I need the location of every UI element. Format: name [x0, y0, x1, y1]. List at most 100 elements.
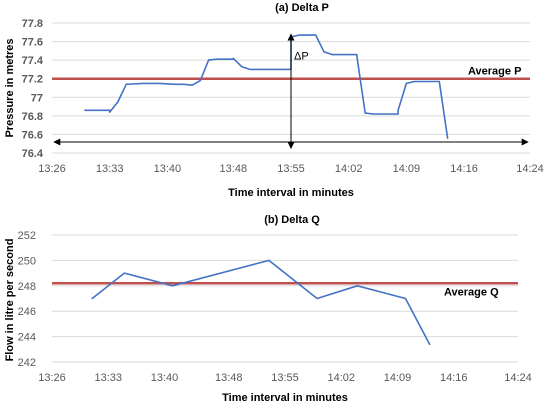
y-tick-label: 248: [18, 281, 36, 293]
x-tick-label: 14:09: [384, 372, 412, 384]
x-tick-label: 13:40: [154, 163, 182, 175]
data-point: [92, 109, 94, 111]
data-point: [372, 113, 375, 115]
data-point: [171, 285, 174, 287]
x-tick-label: 13:48: [220, 163, 248, 175]
x-tick-label: 13:48: [215, 372, 243, 384]
x-axis-label: Time interval in minutes: [228, 187, 354, 199]
data-point: [356, 55, 358, 58]
data-point: [117, 101, 119, 103]
chart-delta-p: (a) Delta P 76.4 76.6 76.8 77 77.2 77.4 77.6 77.…: [4, 2, 544, 199]
y-tick-label: 242: [18, 357, 36, 369]
data-point: [414, 80, 416, 83]
x-tick-label: 13:33: [96, 163, 124, 175]
data-point: [306, 34, 309, 36]
data-point: [191, 84, 193, 86]
data-point: [240, 66, 243, 68]
data-point: [356, 285, 358, 287]
data-point: [123, 272, 125, 274]
y-axis-label: Flow in litre per second: [4, 239, 16, 362]
x-tick-label: 14:16: [440, 372, 468, 384]
data-point: [232, 57, 234, 59]
data-point: [125, 83, 127, 85]
x-tick-label: 14:02: [335, 163, 363, 175]
y-tick-label: 77.6: [22, 37, 43, 49]
data-point: [109, 109, 111, 111]
average-label: Average P: [468, 66, 521, 78]
chart-title: (b) Delta Q: [264, 214, 320, 226]
x-tick-label: 14:16: [450, 163, 478, 175]
data-point: [183, 83, 185, 85]
data-point: [142, 82, 144, 84]
data-point: [364, 112, 366, 114]
y-tick-label: 244: [18, 332, 36, 344]
x-tick-label: 14:24: [516, 163, 544, 175]
y-tick-label: 76.6: [22, 129, 43, 141]
x-axis-label: Time interval in minutes: [222, 392, 348, 404]
data-point: [298, 34, 300, 36]
y-tick-label: 246: [18, 306, 36, 318]
data-point: [404, 297, 407, 300]
series-line: [84, 34, 449, 139]
data-point: [389, 113, 391, 115]
x-tick-label: 13:40: [151, 372, 179, 384]
data-point: [158, 82, 160, 84]
data-point: [422, 80, 424, 83]
data-point: [316, 297, 318, 300]
x-tick-label: 14:24: [504, 372, 532, 384]
data-point: [91, 297, 93, 300]
chart-delta-q: (b) Delta Q 242 244 246 248 250 252 13:26 13:33 1…: [4, 214, 532, 404]
average-label: Average Q: [444, 286, 499, 298]
y-tick-label: 77.4: [22, 55, 44, 67]
data-point: [232, 58, 234, 60]
data-point: [175, 83, 177, 85]
data-point: [249, 68, 251, 71]
x-tick-label: 14:02: [327, 372, 355, 384]
data-point: [397, 113, 399, 115]
y-tick-label: 76.4: [22, 148, 44, 160]
data-point: [268, 259, 270, 261]
data-point: [429, 343, 431, 345]
data-point: [109, 111, 111, 113]
data-point: [224, 58, 226, 60]
data-point: [348, 53, 350, 56]
x-tick-label: 13:55: [271, 372, 299, 384]
y-tick-label: 250: [18, 255, 36, 267]
data-point: [356, 53, 358, 56]
data-point: [381, 113, 383, 115]
data-point: [265, 68, 267, 71]
data-point: [282, 68, 284, 71]
chart-title: (a) Delta P: [275, 2, 329, 14]
data-point: [199, 79, 201, 82]
y-tick-label: 76.8: [22, 111, 43, 123]
data-point: [438, 80, 440, 83]
data-point: [207, 59, 210, 61]
data-point: [339, 53, 342, 56]
data-point: [273, 68, 276, 71]
x-tick-label: 13:26: [38, 372, 66, 384]
data-point: [446, 137, 449, 139]
y-tick-label: 77: [31, 92, 43, 104]
data-point: [257, 68, 259, 71]
series-line: [91, 259, 431, 345]
data-point: [84, 109, 86, 111]
x-tick-label: 13:26: [38, 163, 66, 175]
delta-p-label: ΔP: [294, 51, 309, 63]
data-point: [405, 82, 407, 84]
y-tick-label: 77.8: [22, 18, 43, 30]
x-tick-label: 13:33: [94, 372, 122, 384]
y-tick-label: 252: [18, 230, 36, 242]
data-point: [323, 51, 325, 53]
x-tick-label: 13:55: [277, 163, 305, 175]
data-point: [100, 109, 103, 111]
data-point: [216, 58, 218, 60]
y-axis-label: Pressure in metres: [4, 38, 16, 137]
y-tick-label: 77.2: [22, 74, 43, 86]
data-point: [397, 109, 399, 111]
data-point: [331, 53, 333, 56]
x-tick-label: 14:09: [393, 163, 421, 175]
data-point: [315, 34, 317, 36]
data-point: [430, 80, 432, 83]
